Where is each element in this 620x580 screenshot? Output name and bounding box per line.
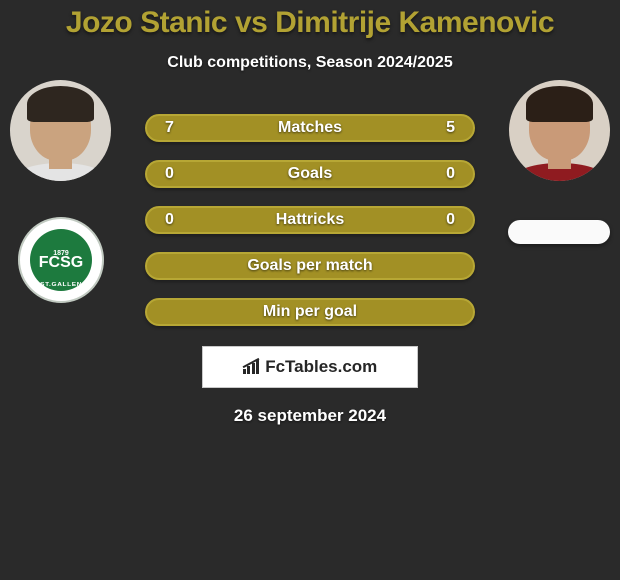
stat-row: 0Hattricks0 (145, 206, 475, 234)
stat-label: Goals (147, 165, 473, 183)
badge-inner: 1879 FCSG ST.GALLEN (30, 229, 92, 291)
stat-row: Min per goal (145, 298, 475, 326)
page-title: Jozo Stanic vs Dimitrije Kamenovic (0, 0, 620, 40)
stat-value-right: 0 (446, 165, 455, 183)
badge-acronym: FCSG (39, 255, 83, 271)
subtitle: Club competitions, Season 2024/2025 (0, 54, 620, 72)
stat-label: Goals per match (147, 257, 473, 275)
club-badge-left: 1879 FCSG ST.GALLEN (18, 217, 104, 303)
date-label: 26 september 2024 (10, 406, 610, 426)
stat-label: Min per goal (147, 303, 473, 321)
stat-value-left: 0 (165, 165, 174, 183)
avatar-hair (27, 86, 94, 122)
stat-row: 0Goals0 (145, 160, 475, 188)
logo-text: FcTables.com (265, 357, 377, 377)
badge-ring: 1879 FCSG ST.GALLEN (18, 217, 104, 303)
stat-value-left: 7 (165, 119, 174, 137)
stat-label: Hattricks (147, 211, 473, 229)
badge-city: ST.GALLEN (40, 283, 82, 288)
stat-value-left: 0 (165, 211, 174, 229)
stat-row: 7Matches5 (145, 114, 475, 142)
avatar-hair (526, 86, 593, 122)
player-left-avatar (10, 80, 111, 181)
stat-row: Goals per match (145, 252, 475, 280)
avatar-face-left (10, 80, 111, 181)
stat-value-right: 0 (446, 211, 455, 229)
fctables-logo[interactable]: FcTables.com (202, 346, 418, 388)
club-badge-right-placeholder (508, 220, 610, 244)
comparison-card: Jozo Stanic vs Dimitrije Kamenovic Club … (0, 0, 620, 580)
main-area: 1879 FCSG ST.GALLEN 7Matches50Goals00Hat… (0, 72, 620, 426)
stat-value-right: 5 (446, 119, 455, 137)
player-right-avatar (509, 80, 610, 181)
avatar-face-right (509, 80, 610, 181)
bar-chart-icon (243, 360, 260, 374)
stat-rows: 7Matches50Goals00Hattricks0Goals per mat… (145, 102, 475, 326)
stat-label: Matches (147, 119, 473, 137)
